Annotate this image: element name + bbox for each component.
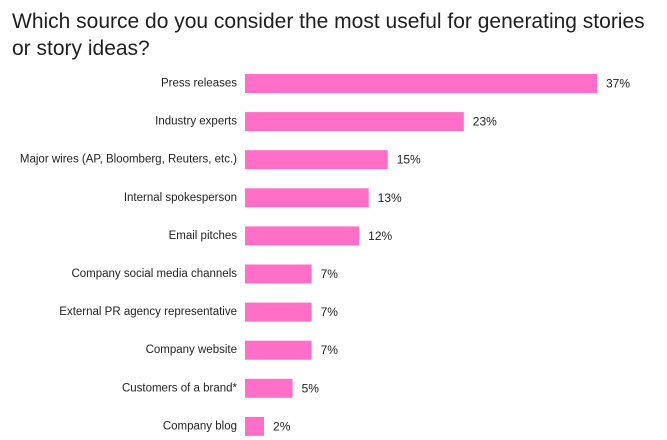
chart-title: Which source do you consider the most us… (12, 10, 645, 60)
value-label: 12% (368, 229, 392, 243)
category-label: Company website (146, 344, 237, 356)
value-label: 5% (302, 381, 320, 395)
category-label: Email pitches (169, 230, 238, 242)
value-label: 7% (321, 343, 339, 357)
value-label: 7% (321, 267, 339, 281)
bar (245, 340, 312, 360)
value-label: 7% (321, 305, 339, 319)
category-label: Customers of a brand* (122, 382, 238, 394)
bars-layer: Press releases 37% Industry experts 23% Majo… (20, 74, 630, 436)
value-label: 37% (606, 77, 630, 91)
value-label: 13% (378, 191, 402, 205)
category-label: Company social media channels (71, 268, 237, 280)
category-label: Major wires (AP, Bloomberg, Reuters, etc… (20, 154, 237, 166)
category-label: External PR agency representative (59, 306, 237, 318)
value-label: 15% (397, 153, 421, 167)
bar (245, 416, 265, 436)
bar (245, 112, 464, 132)
category-label: Company blog (163, 420, 237, 432)
category-label: Press releases (161, 78, 237, 90)
bar (245, 226, 360, 246)
bar (245, 302, 312, 322)
bar (245, 74, 597, 93)
value-label: 2% (273, 419, 291, 433)
bar (245, 188, 369, 208)
category-label: Industry experts (155, 116, 237, 128)
value-label: 23% (473, 115, 497, 129)
bar (245, 150, 388, 170)
bar (245, 378, 293, 398)
category-label: Internal spokesperson (124, 192, 237, 204)
bar (245, 264, 312, 284)
